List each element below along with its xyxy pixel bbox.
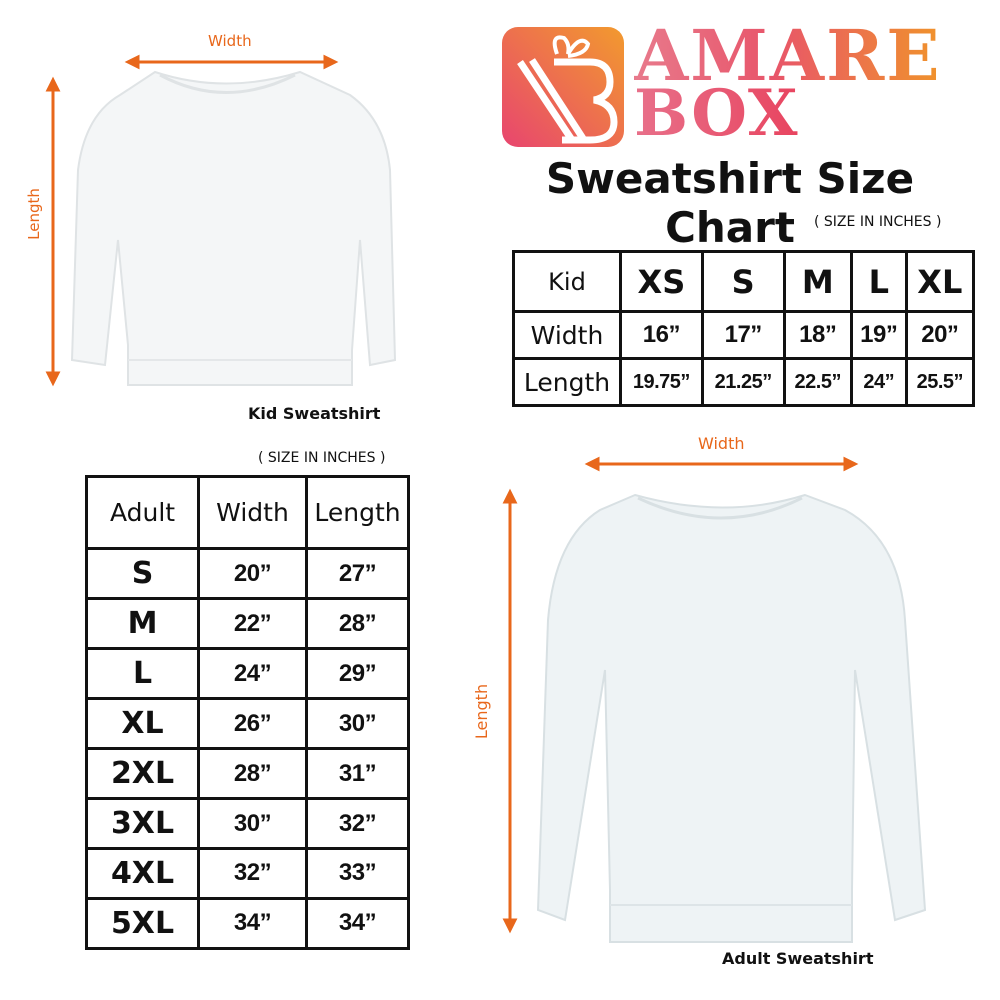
kid-caption: Kid Sweatshirt bbox=[248, 404, 381, 423]
table-cell: 29” bbox=[305, 647, 410, 701]
kid-unit-note: ( SIZE IN INCHES ) bbox=[814, 214, 942, 230]
kid-width-arrow bbox=[124, 54, 339, 70]
table-header-cell: XL bbox=[904, 249, 976, 314]
table-cell: 27” bbox=[305, 547, 410, 601]
adult-width-arrow bbox=[584, 456, 859, 472]
table-header-row: Adult Width Length bbox=[85, 474, 410, 551]
table-cell: 33” bbox=[305, 847, 410, 900]
adult-length-label: Length bbox=[472, 683, 492, 740]
table-row: 5XL 34” 34” bbox=[85, 896, 410, 951]
table-row: XL 26” 30” bbox=[85, 697, 410, 751]
size-label: 4XL bbox=[85, 847, 200, 900]
kid-sweatshirt-image bbox=[45, 54, 397, 387]
kid-length-arrow bbox=[45, 76, 61, 387]
table-cell: 34” bbox=[305, 896, 410, 951]
adult-size-table: Adult Width Length S 20” 27” M 22” 28” L 24” 29”… bbox=[85, 474, 410, 951]
table-row: 4XL 32” 33” bbox=[85, 847, 410, 900]
page-title: Sweatshirt Size Chart bbox=[545, 154, 915, 252]
table-cell: 30” bbox=[305, 697, 410, 751]
table-cell: 25.5” bbox=[904, 357, 976, 407]
table-cell: 30” bbox=[197, 797, 308, 851]
brand-name-line2: BOX bbox=[634, 76, 800, 151]
kid-size-table: Kid XS S M L XL Width 16” 17” 18” 19” 20… bbox=[512, 249, 976, 407]
size-label: 3XL bbox=[85, 797, 200, 851]
table-row: L 24” 29” bbox=[85, 647, 410, 701]
table-row: M 22” 28” bbox=[85, 597, 410, 651]
table-row: Length 19.75” 21.25” 22.5” 24” 25.5” bbox=[512, 357, 976, 407]
table-header-cell: S bbox=[700, 249, 786, 314]
table-cell: 28” bbox=[305, 597, 410, 651]
adult-caption: Adult Sweatshirt bbox=[722, 949, 874, 968]
size-label: L bbox=[85, 647, 200, 701]
table-cell: 24” bbox=[197, 647, 308, 701]
table-cell: 34” bbox=[197, 896, 308, 951]
brand-logo: AMARE BOX bbox=[502, 14, 962, 151]
table-cell: 22” bbox=[197, 597, 308, 651]
gift-box-logo-icon bbox=[502, 27, 624, 147]
kid-length-label: Length bbox=[24, 188, 43, 240]
table-cell: 16” bbox=[619, 310, 704, 361]
table-cell: 17” bbox=[700, 310, 786, 361]
adult-length-arrow bbox=[502, 488, 518, 934]
table-cell: 20” bbox=[904, 310, 976, 361]
table-header-row: Kid XS S M L XL bbox=[512, 249, 976, 314]
table-cell: 19.75” bbox=[619, 357, 704, 407]
size-label: S bbox=[85, 547, 200, 601]
table-cell: 31” bbox=[305, 747, 410, 801]
size-label: 5XL bbox=[85, 896, 200, 951]
table-header-cell: Width bbox=[197, 474, 308, 551]
table-cell: 32” bbox=[197, 847, 308, 900]
row-label: Length bbox=[512, 357, 622, 407]
table-header-cell: Kid bbox=[512, 249, 622, 314]
table-row: 2XL 28” 31” bbox=[85, 747, 410, 801]
table-cell: 19” bbox=[849, 310, 908, 361]
brand-name-line1: AMARE bbox=[634, 14, 942, 97]
adult-sweatshirt-image bbox=[502, 456, 927, 943]
table-cell: 20” bbox=[197, 547, 308, 601]
table-header-cell: M bbox=[782, 249, 853, 314]
size-label: XL bbox=[85, 697, 200, 751]
table-cell: 18” bbox=[782, 310, 853, 361]
table-row: S 20” 27” bbox=[85, 547, 410, 601]
table-row: 3XL 30” 32” bbox=[85, 797, 410, 851]
adult-width-label: Width bbox=[698, 434, 745, 453]
table-header-cell: L bbox=[849, 249, 908, 314]
table-row: Width 16” 17” 18” 19” 20” bbox=[512, 310, 976, 361]
table-header-cell: Adult bbox=[85, 474, 200, 551]
table-cell: 28” bbox=[197, 747, 308, 801]
adult-unit-note: ( SIZE IN INCHES ) bbox=[258, 450, 386, 466]
row-label: Width bbox=[512, 310, 622, 361]
table-header-cell: XS bbox=[619, 249, 704, 314]
table-header-cell: Length bbox=[305, 474, 410, 551]
kid-width-label: Width bbox=[208, 32, 252, 50]
table-cell: 21.25” bbox=[700, 357, 786, 407]
table-cell: 26” bbox=[197, 697, 308, 751]
size-label: 2XL bbox=[85, 747, 200, 801]
table-cell: 22.5” bbox=[782, 357, 853, 407]
table-cell: 32” bbox=[305, 797, 410, 851]
table-cell: 24” bbox=[849, 357, 908, 407]
size-label: M bbox=[85, 597, 200, 651]
